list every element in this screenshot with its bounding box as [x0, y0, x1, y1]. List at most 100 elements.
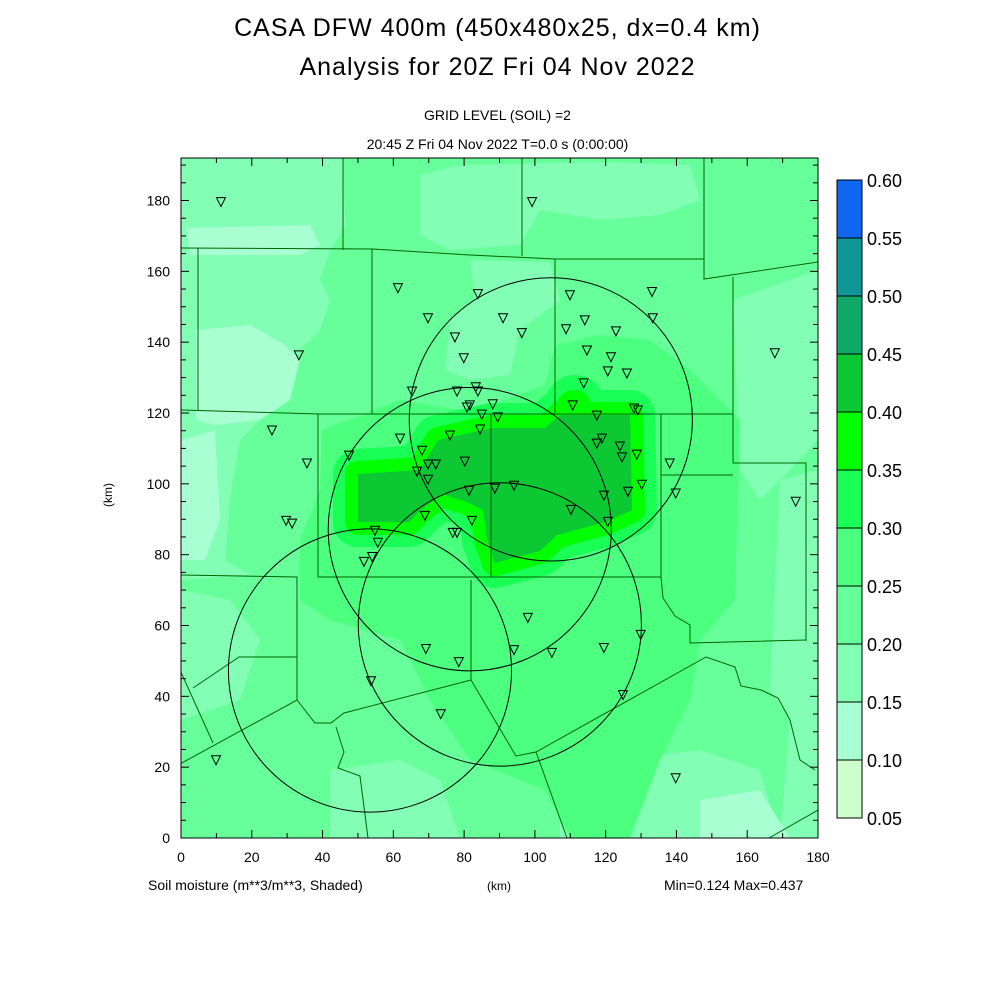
- station-marker: [459, 456, 471, 468]
- station-marker: [463, 485, 475, 497]
- station-marker: [435, 709, 447, 720]
- station-marker: [451, 527, 463, 539]
- colorbar-label: 0.50: [867, 287, 902, 307]
- station-marker: [614, 441, 626, 453]
- x-tick-label: 60: [386, 849, 402, 865]
- station-marker: [508, 480, 520, 492]
- x-tick-label: 180: [806, 849, 830, 865]
- field-label: Soil moisture (m**3/m**3, Shaded): [148, 877, 363, 893]
- station-marker: [422, 313, 434, 324]
- station-marker: [646, 287, 658, 298]
- station-marker: [420, 644, 432, 655]
- station-marker: [522, 612, 534, 624]
- station-marker: [564, 290, 576, 301]
- station-marker: [422, 459, 434, 471]
- station-marker: [581, 345, 593, 357]
- axis-ticks: [180, 158, 819, 839]
- station-marker: [358, 556, 370, 568]
- x-tick-label: 120: [594, 849, 618, 865]
- station-marker: [461, 402, 473, 414]
- station-marker: [610, 326, 622, 337]
- field-level-0.10: [181, 225, 790, 838]
- colorbar-label: 0.30: [867, 519, 902, 539]
- colorbar-label: 0.15: [867, 693, 902, 713]
- station-marker: [394, 433, 406, 445]
- station-marker: [598, 490, 610, 502]
- station-markers: [210, 197, 802, 784]
- station-marker: [492, 412, 504, 424]
- colorbar-label: 0.45: [867, 345, 902, 365]
- station-marker: [411, 466, 423, 478]
- y-tick-label: 120: [147, 405, 171, 421]
- y-tick-labels: 0 20 40 60 80 100 120 140 160 180: [147, 193, 171, 847]
- colorbar-bin: [836, 527, 863, 587]
- station-marker: [670, 488, 682, 500]
- station-marker: [616, 452, 628, 464]
- station-marker: [617, 690, 629, 701]
- range-ring: [327, 387, 612, 672]
- station-marker: [591, 438, 603, 450]
- min-max-label: Min=0.124 Max=0.437: [664, 877, 804, 893]
- colorbar-label: 0.20: [867, 635, 902, 655]
- county-boundaries: [181, 158, 818, 838]
- station-marker: [560, 324, 572, 335]
- station-marker: [526, 197, 538, 208]
- colorbar-bin: [836, 179, 863, 239]
- station-marker: [508, 645, 520, 656]
- station-marker: [215, 197, 227, 208]
- station-marker: [605, 352, 617, 363]
- y-tick-label: 20: [154, 759, 170, 775]
- colorbar-label: 0.05: [867, 809, 902, 829]
- station-marker: [567, 400, 579, 411]
- colorbar-label: 0.55: [867, 229, 902, 249]
- y-tick-label: 180: [147, 193, 171, 209]
- station-marker: [489, 483, 501, 495]
- field-wet-core: [333, 375, 657, 588]
- range-ring: [408, 277, 693, 562]
- station-marker: [406, 386, 418, 398]
- y-tick-label: 0: [162, 830, 170, 846]
- station-marker: [635, 629, 647, 641]
- station-marker: [636, 479, 648, 491]
- x-tick-label: 140: [665, 849, 689, 865]
- station-marker: [458, 353, 470, 364]
- range-ring: [227, 528, 513, 813]
- time-label: 20:45 Z Fri 04 Nov 2022 T=0.0 s (0:00:00…: [366, 136, 629, 152]
- station-marker: [430, 459, 442, 471]
- colorbar-label: 0.60: [867, 171, 902, 191]
- station-marker: [790, 496, 802, 508]
- range-ring: [357, 482, 642, 767]
- station-marker: [453, 657, 465, 668]
- y-tick-label: 140: [147, 334, 171, 350]
- colorbar-label: 0.40: [867, 403, 902, 423]
- y-tick-label: 80: [154, 547, 170, 563]
- plot-title: CASA DFW 400m (450x480x25, dx=0.4 km): [234, 14, 761, 42]
- station-marker: [416, 445, 428, 457]
- colorbar-label: 0.10: [867, 751, 902, 771]
- station-marker: [266, 425, 278, 437]
- x-tick-label: 160: [736, 849, 760, 865]
- station-marker: [466, 515, 478, 527]
- station-marker: [578, 378, 590, 390]
- x-tick-label: 40: [315, 849, 331, 865]
- station-marker: [516, 328, 528, 339]
- colorbar-bin: [836, 643, 863, 703]
- station-marker: [366, 551, 378, 563]
- station-marker: [449, 332, 461, 343]
- station-marker: [474, 424, 486, 436]
- station-marker: [602, 366, 614, 377]
- station-marker: [596, 433, 608, 445]
- y-tick-label: 100: [147, 476, 171, 492]
- station-marker: [621, 368, 633, 380]
- station-marker: [546, 647, 558, 659]
- y-tick-label: 40: [154, 688, 170, 704]
- station-marker: [365, 676, 377, 687]
- y-tick-label: 160: [147, 263, 171, 279]
- station-marker: [210, 755, 222, 766]
- grid-level-label: GRID LEVEL (SOIL) =2: [424, 107, 571, 123]
- colorbar-bin: [836, 237, 863, 297]
- radar-range-rings: [227, 277, 693, 813]
- colorbar: 0.05 0.10 0.15 0.20 0.25 0.30 0.35 0.40 0.45 0.50…: [836, 171, 902, 829]
- station-marker: [591, 410, 603, 422]
- station-marker: [464, 400, 476, 411]
